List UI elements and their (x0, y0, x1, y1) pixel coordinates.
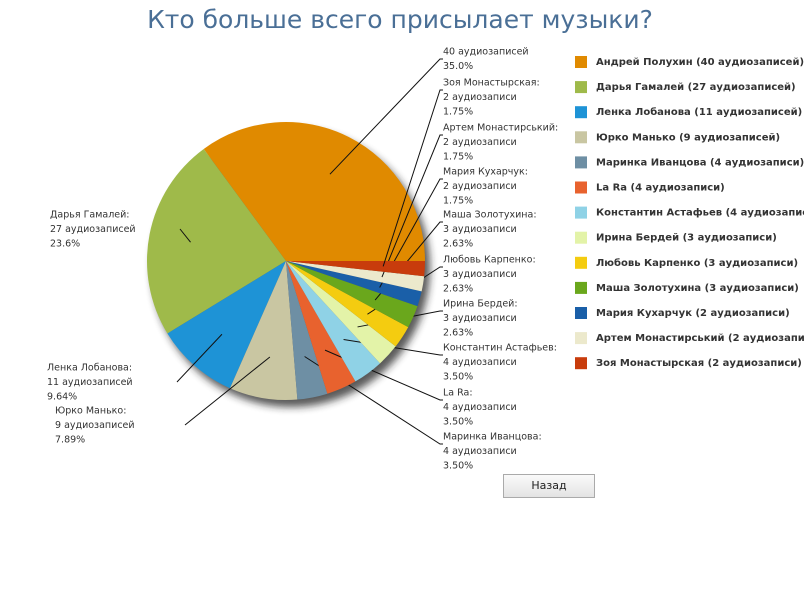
value-label: 3.50% (443, 461, 473, 472)
callout-label: Константин Астафьев: (443, 343, 557, 354)
callout-label: 2 аудиозаписи (443, 137, 517, 148)
value-label: 2.63% (443, 284, 473, 295)
callout-label: Ирина Бердей: (443, 299, 518, 310)
legend-label: Зоя Монастырская (2 аудиозаписи) (596, 358, 802, 369)
pie-slice (286, 261, 425, 277)
callout-line (382, 89, 443, 267)
callout-label: 9 аудиозаписей (55, 420, 135, 431)
pie-slice (286, 261, 356, 394)
value-label: 7.89% (55, 435, 85, 446)
back-button[interactable]: Назад (503, 474, 595, 498)
legend-label: Константин Астафьев (4 аудиозаписи) (596, 207, 804, 219)
legend-swatch (575, 106, 587, 119)
callout-label: 27 аудиозаписей (50, 224, 136, 235)
callout-label: 3 аудиозаписи (443, 269, 517, 280)
legend-label: Маринка Иванцова (4 аудиозаписи) (596, 157, 804, 168)
callout-label: 2 аудиозаписи (443, 181, 517, 192)
callout-label: Артем Монастирський: (443, 123, 558, 134)
callout-label: 3 аудиозаписи (443, 224, 517, 235)
pie-slice (286, 261, 396, 364)
pie-slice (147, 148, 286, 334)
callout-line (381, 134, 443, 278)
legend-swatch (575, 131, 587, 144)
legend-swatch (575, 231, 587, 244)
legend-swatch (575, 181, 587, 194)
callout-label: Маша Золотухина: (443, 210, 537, 221)
pie-slice (286, 261, 409, 347)
callout-label: 40 аудиозаписей (443, 47, 529, 58)
legend-label: Артем Монастирський (2 аудиозаписи) (596, 333, 804, 344)
callout-label: 4 аудиозаписи (443, 446, 517, 457)
legend-label: Юрко Манько (9 аудиозаписей) (596, 132, 780, 143)
legend-label: Маша Золотухина (3 аудиозаписи) (596, 283, 799, 294)
chart-title: Кто больше всего присылает музыки? (147, 5, 653, 34)
value-label: 2.63% (443, 239, 473, 250)
value-label: 1.75% (443, 107, 473, 118)
pie-slice (286, 261, 418, 328)
value-label: 1.75% (443, 152, 473, 163)
legend-swatch (575, 206, 587, 219)
value-label: 9.64% (47, 392, 77, 403)
value-label: 1.75% (443, 196, 473, 207)
callout-label: Мария Кухарчук: (443, 167, 528, 178)
pie-slice (229, 261, 298, 400)
legend-label: Андрей Полухин (40 аудиозаписей) (596, 57, 804, 68)
callout-label: 2 аудиозаписи (443, 92, 517, 103)
callout-label: La Ra: (443, 388, 473, 399)
legend-swatch (575, 307, 587, 319)
callout-line (176, 333, 223, 383)
legend-label: Мария Кухарчук (2 аудиозаписи) (596, 308, 790, 319)
legend-label: La Ra (4 аудиозаписи) (596, 183, 725, 194)
callout-line (379, 178, 443, 288)
callout-label: Любовь Карпенко: (443, 255, 536, 266)
legend-swatch (575, 81, 587, 94)
callout-label: Юрко Манько: (55, 406, 126, 417)
callout-line (329, 58, 443, 175)
legend-swatch (575, 256, 587, 269)
legend-label: Ленка Лобанова (11 аудиозаписей) (596, 106, 802, 118)
callout-label: 11 аудиозаписей (47, 377, 133, 388)
value-label: 23.6% (50, 239, 80, 250)
pie-slice (286, 261, 425, 292)
pie-slice (203, 122, 425, 261)
callout-label: 4 аудиозаписи (443, 402, 517, 413)
value-label: 3.50% (443, 417, 473, 428)
legend-label: Любовь Карпенко (3 аудиозаписи) (596, 257, 798, 269)
value-label: 3.50% (443, 372, 473, 383)
callout-label: 3 аудиозаписи (443, 313, 517, 324)
callout-line (179, 228, 191, 243)
legend-swatch (575, 332, 587, 345)
legend-swatch (575, 281, 587, 294)
legend-label: Ирина Бердей (3 аудиозаписи) (596, 233, 777, 244)
pie-slice (167, 261, 286, 389)
callout-label: Маринка Иванцова: (443, 432, 542, 443)
legend-swatch (575, 156, 587, 169)
callout-label: Ленка Лобанова: (47, 363, 132, 374)
legend-swatch (575, 56, 587, 68)
value-label: 35.0% (443, 61, 473, 72)
pie-slice (286, 261, 422, 307)
pie-slice (286, 261, 381, 382)
callout-label: Зоя Монастырская: (443, 78, 540, 89)
callout-line (184, 356, 271, 426)
callout-label: 4 аудиозаписи (443, 357, 517, 368)
legend-swatch (575, 357, 587, 370)
callout-label: Дарья Гамалей: (50, 210, 130, 221)
legend-label: Дарья Гамалей (27 аудиозаписей) (596, 82, 796, 93)
value-label: 2.63% (443, 328, 473, 339)
callout-line (304, 356, 443, 445)
